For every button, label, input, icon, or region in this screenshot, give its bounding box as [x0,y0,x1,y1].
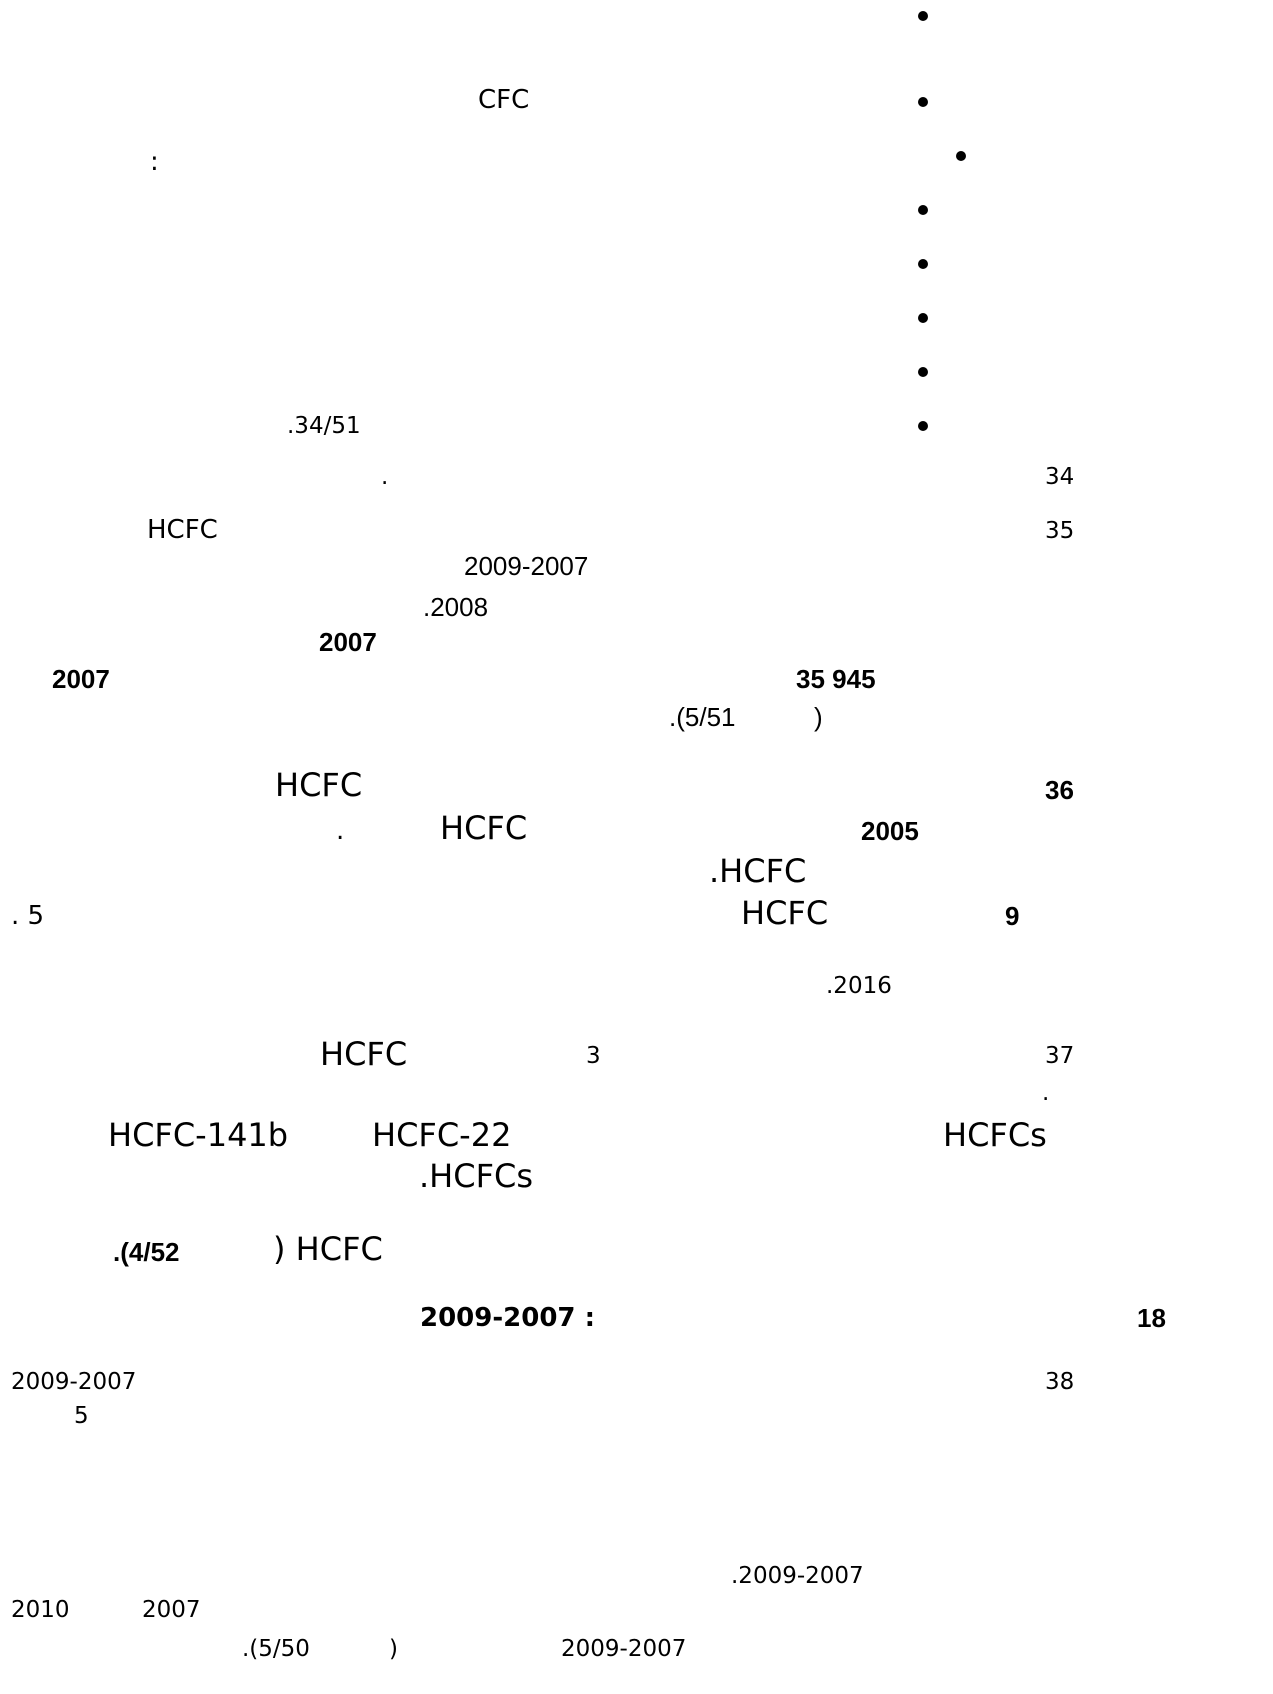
paragraph-number-36: 36 [1045,775,1074,805]
quantity-value: 35 945 [796,664,876,694]
colon-mark: : [150,147,159,177]
bullet-icon [956,151,966,161]
year-2008: .2008 [423,592,489,622]
year-2007: 2007 [319,627,377,657]
year-2005: 2005 [861,816,919,846]
year-2010: 2010 [11,1597,70,1623]
paragraph-number-34: 34 [1045,464,1075,490]
number-3: 3 [586,1043,601,1069]
year-2016: .2016 [826,973,892,999]
paragraph-number-35: 35 [1045,518,1075,544]
bullet-icon [918,205,928,215]
hcfc-term: HCFC [147,515,218,545]
reference-34-51: .34/51 [287,413,361,439]
hcfc-term: .HCFC [709,852,807,890]
number-5: 5 [74,1403,89,1429]
bullet-icon [918,97,928,107]
bullet-icon [918,421,928,431]
period-mark: . [1042,1080,1050,1106]
period-mark: . [336,816,345,846]
decision-reference-5-50: .(5/50 [242,1636,310,1662]
bullet-icon [918,11,928,21]
year-2007: 2007 [142,1597,201,1623]
bullet-icon [918,259,928,269]
bullet-icon [918,313,928,323]
hcfc-141b-term: HCFC-141b [108,1116,289,1154]
year-range: .2009-2007 [731,1563,864,1589]
hcfc-22-term: HCFC-22 [372,1116,512,1154]
hcfc-term: HCFC [320,1035,408,1073]
year-range: 2009-2007 [11,1369,137,1395]
hcfc-term: HCFC [741,894,829,932]
year-range: 2009-2007 [464,551,589,581]
year-2007: 2007 [52,664,110,694]
hcfc-term: HCFC [275,766,363,804]
closing-parenthesis: ) [814,702,823,732]
hcfcs-term: .HCFCs [419,1157,533,1195]
cfc-label: CFC [478,85,530,115]
paragraph-number-38: 38 [1045,1369,1075,1395]
section-heading-years: 2009-2007 : [420,1303,595,1333]
decision-reference-4-52: .(4/52 [113,1237,180,1267]
number-9: 9 [1005,901,1020,931]
closing-parenthesis: ) [389,1636,398,1662]
paragraph-number-37: 37 [1045,1043,1075,1069]
hcfc-term: HCFC [440,809,528,847]
bullet-icon [918,367,928,377]
section-number-18: 18 [1137,1303,1166,1333]
period-mark: . [381,464,389,490]
number-5: . 5 [11,901,45,931]
decision-reference-5-51: .(5/51 [669,702,736,732]
hcfc-term: ) HCFC [273,1230,383,1268]
year-range: 2009-2007 [561,1636,687,1662]
hcfcs-term: HCFCs [943,1116,1047,1154]
